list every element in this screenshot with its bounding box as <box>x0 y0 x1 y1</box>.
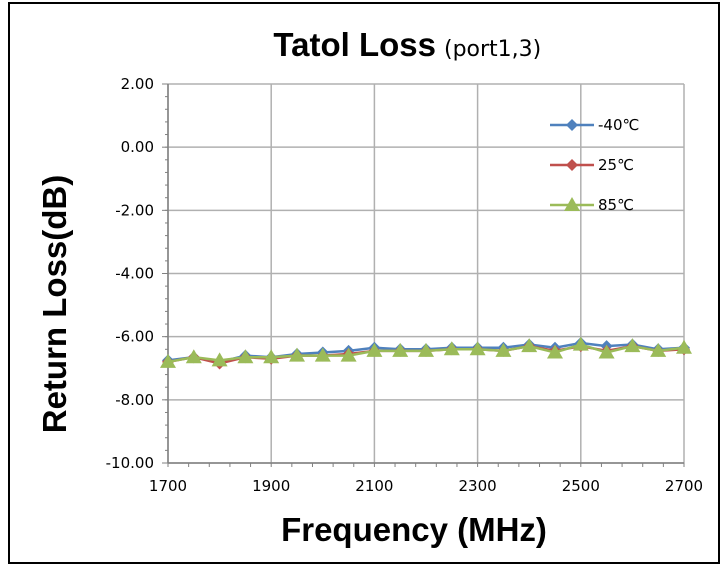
data-point <box>572 336 589 351</box>
data-point <box>237 349 254 364</box>
x-tick-label: 2700 <box>665 477 703 495</box>
x-axis-title: Frequency (MHz) <box>281 511 547 548</box>
data-point <box>160 353 176 368</box>
data-point <box>443 341 460 356</box>
chart-subtitle: (port1,3) <box>444 37 541 62</box>
legend-item: 25℃ <box>550 156 634 174</box>
data-point <box>392 342 409 357</box>
legend-marker <box>566 119 578 131</box>
legend-marker <box>564 197 580 211</box>
legend-marker <box>566 159 578 171</box>
data-point <box>418 342 434 357</box>
y-tick-label: -8.00 <box>115 391 154 409</box>
data-point <box>676 339 692 354</box>
legend-label: 85℃ <box>598 196 634 214</box>
x-tick-label: 1900 <box>252 477 290 495</box>
y-tick-label: -2.00 <box>115 201 154 219</box>
x-tick-label: 2500 <box>562 477 600 495</box>
data-point <box>263 349 280 364</box>
legend-item: 85℃ <box>550 196 634 214</box>
data-point <box>366 342 383 357</box>
data-point <box>598 344 615 359</box>
chart-title: Tatol Loss <box>273 26 436 63</box>
grid <box>167 83 685 464</box>
y-tick-label: -10.00 <box>106 454 154 472</box>
data-point <box>650 342 667 357</box>
data-point <box>495 342 512 357</box>
x-tick-label: 2100 <box>355 477 393 495</box>
legend-label: 25℃ <box>598 156 634 174</box>
legend-label: -40℃ <box>598 116 639 134</box>
series-2 <box>160 336 692 368</box>
data-point <box>185 349 202 364</box>
x-tick-label: 1700 <box>149 477 187 495</box>
legend-item: -40℃ <box>550 116 639 134</box>
data-point <box>314 347 331 362</box>
chart-frame <box>8 2 720 564</box>
data-point <box>469 341 486 356</box>
data-point <box>521 338 538 353</box>
series-layer <box>160 336 692 370</box>
data-point <box>211 352 228 367</box>
y-tick-label: -4.00 <box>115 265 154 283</box>
y-axis-title: Return Loss(dB) <box>36 175 73 434</box>
data-point <box>624 338 641 353</box>
y-tick-label: 0.00 <box>121 138 154 156</box>
data-point <box>340 347 357 362</box>
x-tick-label: 2300 <box>459 477 497 495</box>
y-tick-label: -6.00 <box>115 328 154 346</box>
data-point <box>289 347 305 362</box>
data-point <box>547 344 563 359</box>
legend: -40℃ 25℃ 85℃ <box>550 116 639 214</box>
y-tick-label: 2.00 <box>121 75 154 93</box>
axes: 1700 1900 2100 2300 2500 2700 2.00 0.00 -2.00 -4.… <box>106 75 703 495</box>
